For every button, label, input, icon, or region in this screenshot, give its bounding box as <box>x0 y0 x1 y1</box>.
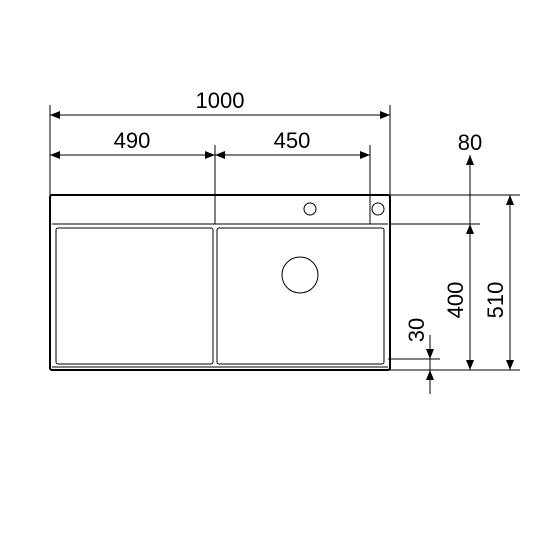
dim-510-group: 510 <box>483 195 510 370</box>
dim-bowl-depth: 400 <box>443 282 468 319</box>
sink-body <box>50 195 390 370</box>
dim-80-group: 80 <box>458 130 482 224</box>
dim-left-section: 490 <box>114 128 151 153</box>
dim-top-offset: 80 <box>458 130 482 155</box>
dim-bottom-margin: 30 <box>404 318 429 342</box>
dim-total-width: 1000 <box>196 88 245 113</box>
bowl-panel <box>217 228 384 364</box>
right-dimensions: 80 30 400 510 <box>388 130 520 394</box>
sink-outer <box>50 195 390 370</box>
dim-total-height: 510 <box>483 282 508 319</box>
tap-hole-1 <box>304 203 316 215</box>
dim-right-section: 450 <box>274 128 311 153</box>
tap-hole-2 <box>372 203 384 215</box>
dim-400-group: 400 <box>443 224 470 370</box>
drainer-panel <box>56 228 213 364</box>
drain-circle <box>282 257 318 293</box>
dim-30-group: 30 <box>404 318 430 394</box>
top-dimensions: 1000 490 450 <box>50 88 390 224</box>
